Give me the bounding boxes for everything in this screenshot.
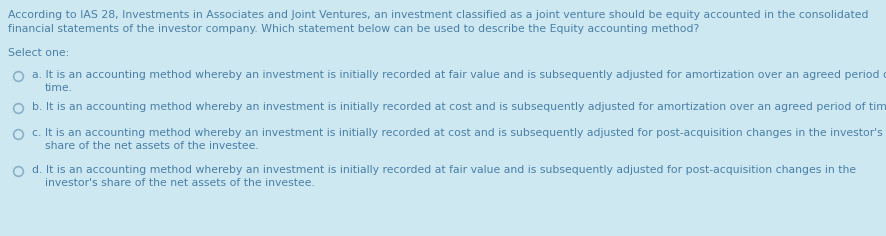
Text: According to IAS 28, Investments in Associates and Joint Ventures, an investment: According to IAS 28, Investments in Asso… bbox=[8, 10, 867, 20]
Text: b. It is an accounting method whereby an investment is initially recorded at cos: b. It is an accounting method whereby an… bbox=[32, 102, 886, 112]
Text: d. It is an accounting method whereby an investment is initially recorded at fai: d. It is an accounting method whereby an… bbox=[32, 165, 855, 175]
Text: Select one:: Select one: bbox=[8, 48, 69, 58]
Text: time.: time. bbox=[45, 83, 73, 93]
Text: c. It is an accounting method whereby an investment is initially recorded at cos: c. It is an accounting method whereby an… bbox=[32, 128, 882, 138]
Text: financial statements of the investor company. Which statement below can be used : financial statements of the investor com… bbox=[8, 24, 698, 34]
Text: share of the net assets of the investee.: share of the net assets of the investee. bbox=[45, 141, 259, 151]
Text: a. It is an accounting method whereby an investment is initially recorded at fai: a. It is an accounting method whereby an… bbox=[32, 70, 886, 80]
Text: investor's share of the net assets of the investee.: investor's share of the net assets of th… bbox=[45, 178, 315, 188]
